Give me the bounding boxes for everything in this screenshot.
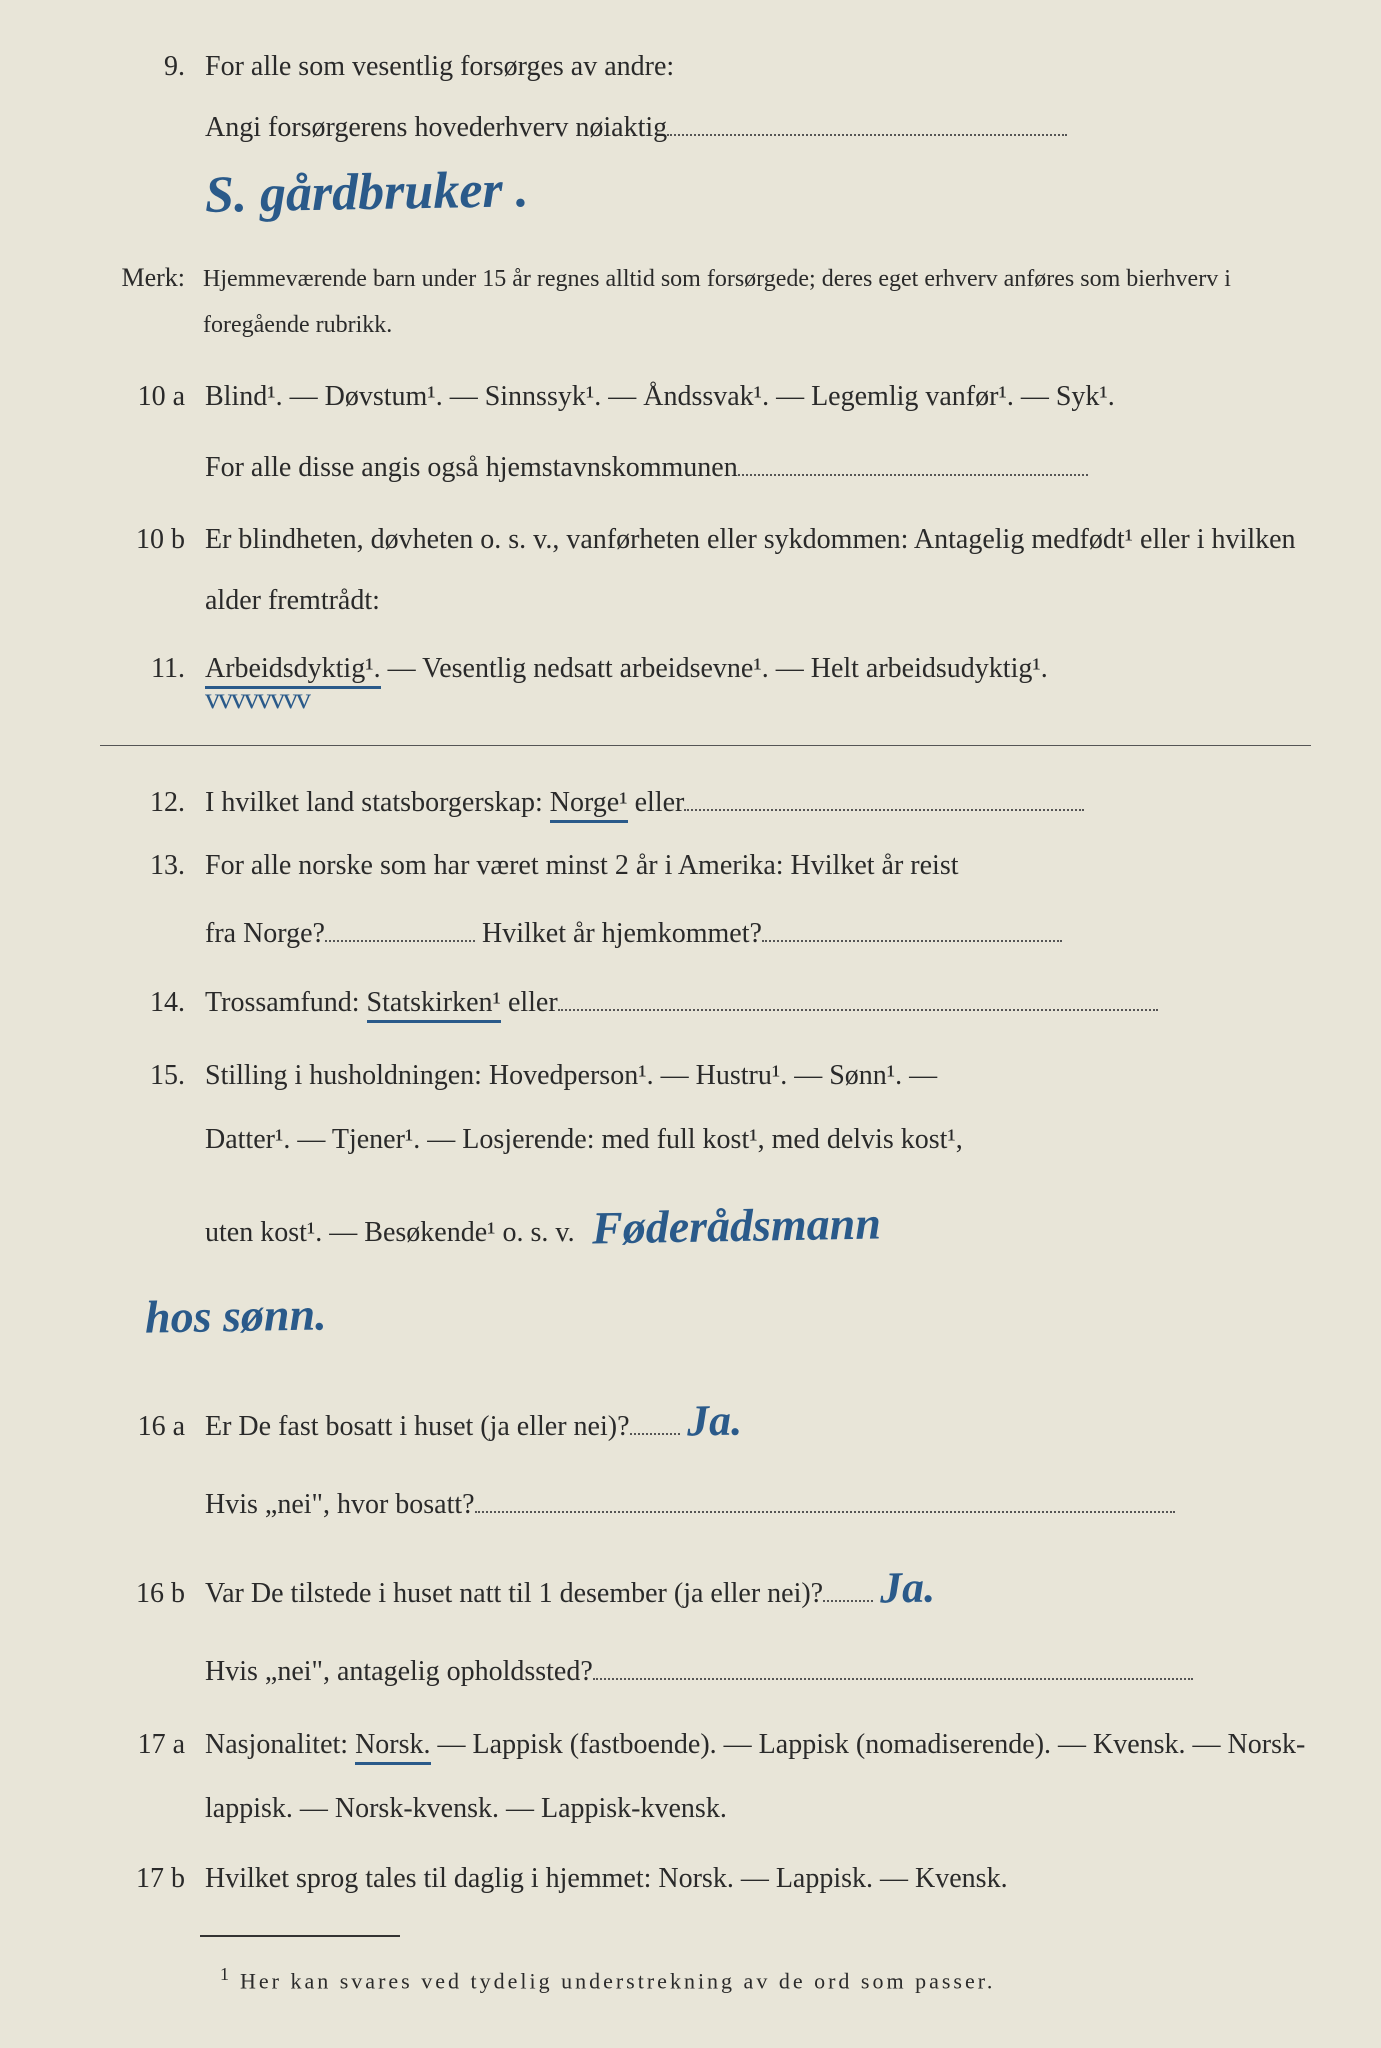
q17a-content: Nasjonalitet: Norsk. — Lappisk (fastboen… (205, 1713, 1311, 1842)
q17b-text: Hvilket sprog tales til daglig i hjemmet… (205, 1852, 1311, 1905)
q16b-line2: Hvis „nei", antagelig opholdssted? (205, 1656, 593, 1687)
q9-dotted (667, 134, 1067, 136)
q16b-number: 16 b (100, 1567, 205, 1620)
divider (100, 745, 1311, 746)
q14-underlined: Statskirken¹ (367, 987, 501, 1023)
q11-rest: — Vesentlig nedsatt arbeidsevne¹. — Helt… (381, 653, 1048, 684)
q15-row: 15. Stilling i husholdningen: Hovedperso… (100, 1044, 1311, 1369)
q15-number: 15. (100, 1049, 205, 1102)
q11-number: 11. (100, 642, 205, 695)
q16b-content: Var De tilstede i huset natt til 1 desem… (205, 1546, 1311, 1630)
q10a-number: 10 a (100, 370, 205, 423)
q10b-text: Er blindheten, døvheten o. s. v., vanfør… (205, 509, 1311, 632)
q11-scribble: vvvvvvvv (205, 670, 309, 727)
q9-row: 9. For alle som vesentlig forsørges av a… (100, 40, 1311, 93)
q12-dotted (684, 809, 1084, 811)
q16a-hw: Ja. (686, 1379, 742, 1464)
q12-row: 12. I hvilket land statsborgerskap: Norg… (100, 776, 1311, 829)
q13-line2a: fra Norge? (205, 918, 325, 949)
q10b-row: 10 b Er blindheten, døvheten o. s. v., v… (100, 509, 1311, 632)
q14-after: eller (501, 987, 558, 1018)
q15-content: Stilling i husholdningen: Hovedperson¹. … (205, 1044, 1311, 1369)
q13-dotted1 (325, 940, 475, 942)
q15-line1: Stilling i husholdningen: Hovedperson¹. … (205, 1044, 1311, 1108)
q16a-content: Er De fast bosatt i huset (ja eller nei)… (205, 1379, 1311, 1463)
q16a-text: Er De fast bosatt i huset (ja eller nei)… (205, 1411, 630, 1442)
q16a-line2-wrap: Hvis „nei", hvor bosatt? (100, 1478, 1311, 1531)
q16a-dotted2 (475, 1511, 1175, 1513)
footnote-marker: 1 (220, 1964, 229, 1984)
q15-hw1: Føderådsmann (591, 1170, 882, 1281)
q17b-row: 17 b Hvilket sprog tales til daglig i hj… (100, 1852, 1311, 1905)
q16a-row: 16 a Er De fast bosatt i huset (ja eller… (100, 1379, 1311, 1463)
q12-underlined: Norge¹ (550, 787, 628, 823)
merk-text: Hjemmeværende barn under 15 år regnes al… (203, 257, 1311, 348)
q9-line1: For alle som vesentlig forsørges av andr… (205, 40, 1311, 93)
q11-content: Arbeidsdyktig¹. — Vesentlig nedsatt arbe… (205, 642, 1311, 695)
q17a-underlined: Norsk. (355, 1729, 430, 1765)
q13-dotted2 (762, 940, 1062, 942)
q13-number: 13. (100, 839, 205, 892)
q14-row: 14. Trossamfund: Statskirken¹ eller (100, 976, 1311, 1029)
census-form-page: 9. For alle som vesentlig forsørges av a… (0, 0, 1381, 2042)
q16a-number: 16 a (100, 1400, 205, 1453)
q9-handwritten: S. gårdbruker . (204, 142, 529, 246)
q15-hw2: hos sønn. (144, 1262, 327, 1371)
q14-before: Trossamfund: (205, 987, 367, 1018)
q14-content: Trossamfund: Statskirken¹ eller (205, 976, 1311, 1029)
q15-hw2-wrap: hos sønn. (145, 1263, 1311, 1369)
q13-row: 13. For alle norske som har været minst … (100, 839, 1311, 892)
q10b-number: 10 b (100, 513, 205, 566)
q15-line2: Datter¹. — Tjener¹. — Losjerende: med fu… (205, 1108, 1311, 1172)
merk-row: Merk: Hjemmeværende barn under 15 år reg… (100, 253, 1311, 348)
q13-line1: For alle norske som har været minst 2 år… (205, 839, 1311, 892)
q12-after: eller (628, 787, 685, 818)
q12-before: I hvilket land statsborgerskap: (205, 787, 550, 818)
q13-line2-wrap: fra Norge? Hvilket år hjemkommet? (100, 907, 1311, 960)
merk-label: Merk: (100, 253, 203, 302)
q9-handwriting-wrap: S. gårdbruker . (100, 144, 1311, 243)
footnote-text: Her kan svares ved tydelig understreknin… (240, 1968, 995, 1993)
q16b-hw: Ja. (879, 1546, 935, 1631)
q16a-line2: Hvis „nei", hvor bosatt? (205, 1489, 475, 1520)
footnote: 1 Her kan svares ved tydelig understrekn… (100, 1957, 1311, 2002)
q17b-number: 17 b (100, 1852, 205, 1905)
footnote-rule (200, 1935, 400, 1937)
q10a-row: 10 a Blind¹. — Døvstum¹. — Sinnssyk¹. — … (100, 363, 1311, 430)
q16b-row: 16 b Var De tilstede i huset natt til 1 … (100, 1546, 1311, 1630)
q16b-text: Var De tilstede i huset natt til 1 desem… (205, 1578, 823, 1609)
q9-number: 9. (100, 40, 205, 93)
q9-line2: Angi forsørgerens hovederhverv nøiaktig (205, 112, 667, 143)
q17a-before: Nasjonalitet: (205, 1729, 355, 1760)
q12-content: I hvilket land statsborgerskap: Norge¹ e… (205, 776, 1311, 829)
q17a-row: 17 a Nasjonalitet: Norsk. — Lappisk (fas… (100, 1713, 1311, 1842)
q11-row: 11. Arbeidsdyktig¹. — Vesentlig nedsatt … (100, 642, 1311, 695)
q15-line3: uten kost¹. — Besøkende¹ o. s. v. (205, 1217, 575, 1248)
q10a-line2: For alle disse angis også hjemstavnskomm… (205, 452, 738, 483)
q14-number: 14. (100, 976, 205, 1029)
q16b-dotted2 (593, 1678, 1193, 1680)
q13-line2b: Hvilket år hjemkommet? (475, 918, 762, 949)
q10a-dotted (738, 474, 1088, 476)
q16b-line2-wrap: Hvis „nei", antagelig opholdssted? (100, 1645, 1311, 1698)
q16b-dotted (823, 1600, 873, 1602)
q10a-options: Blind¹. — Døvstum¹. — Sinnssyk¹. — Åndss… (205, 363, 1311, 430)
q17a-number: 17 a (100, 1718, 205, 1771)
q14-dotted (558, 1009, 1158, 1011)
q16a-dotted (630, 1433, 680, 1435)
q12-number: 12. (100, 776, 205, 829)
q10a-line2-wrap: For alle disse angis også hjemstavnskomm… (100, 441, 1311, 494)
